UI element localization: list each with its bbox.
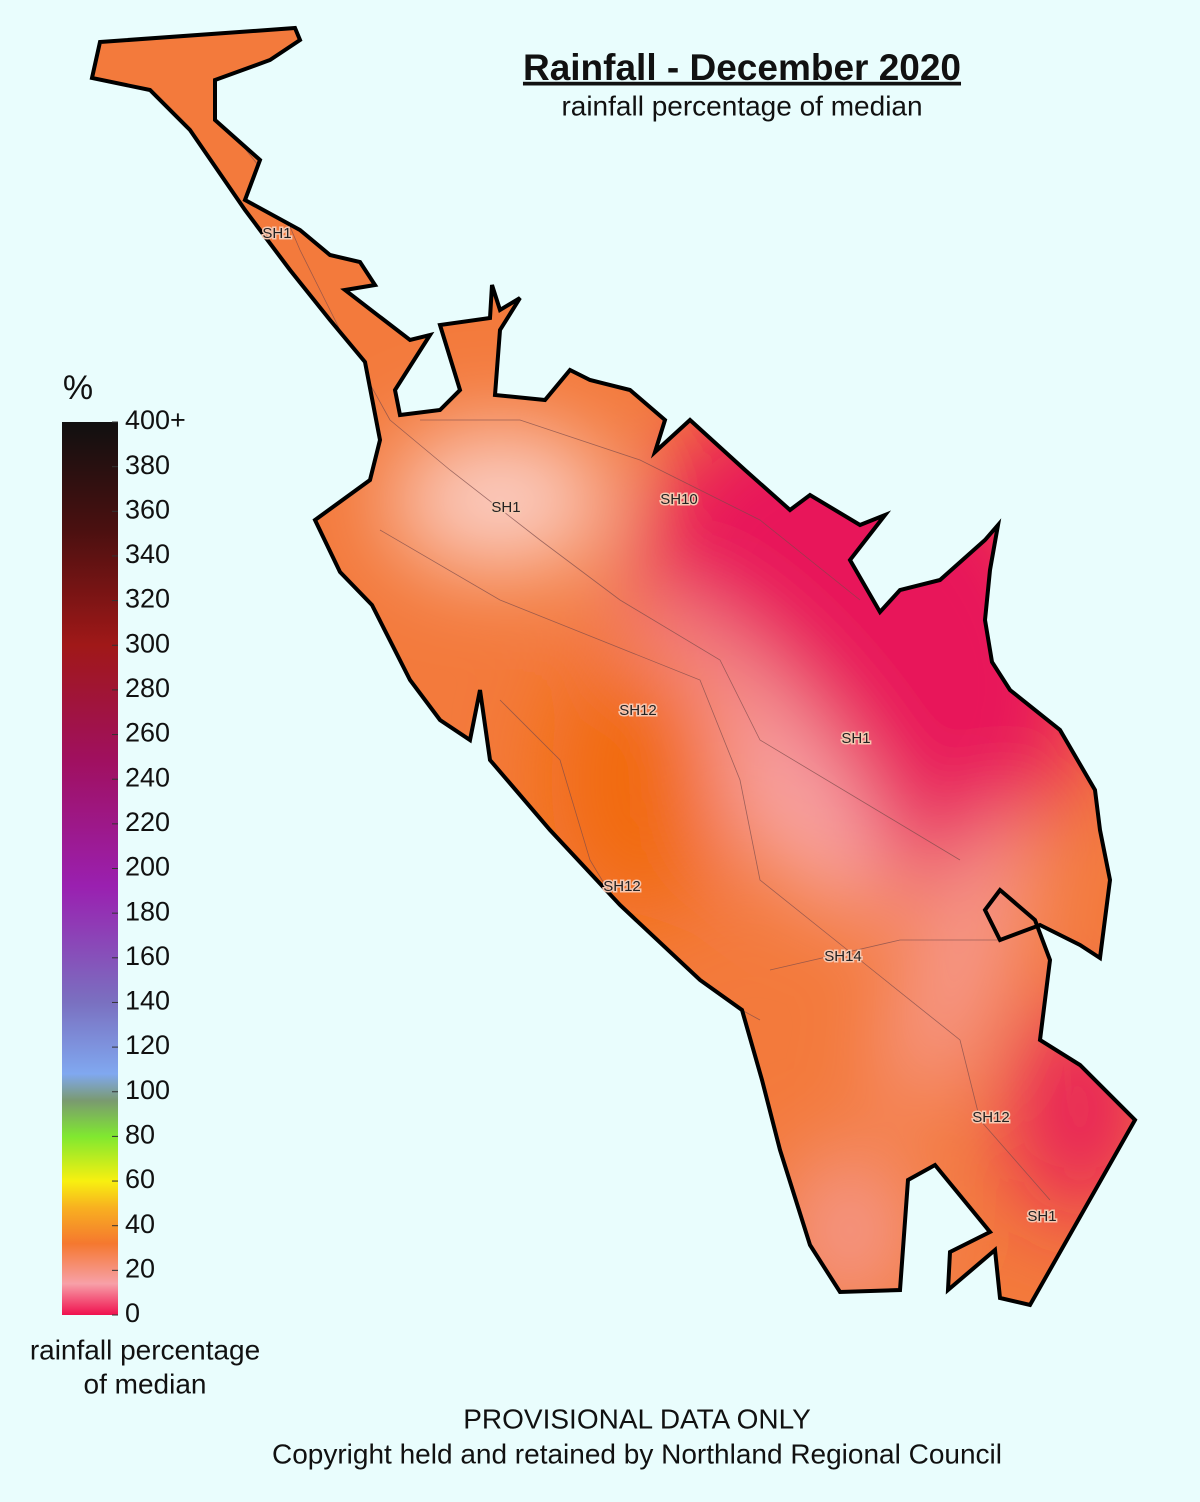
tick-label: 380	[125, 450, 170, 480]
tick-label: 200	[125, 852, 170, 882]
tick-label: 140	[125, 986, 170, 1016]
road-label: SH1	[491, 499, 520, 516]
tick-label: 40	[125, 1209, 155, 1239]
road-label: SH1	[262, 225, 291, 242]
tick-label: 220	[125, 807, 170, 837]
road-label: SH10	[660, 491, 698, 508]
colorbar	[62, 422, 118, 1315]
tick-label: 300	[125, 628, 170, 658]
road-labels: SH1 SH1 SH10 SH12 SH1 SH12 SH14 SH12 SH1	[261, 223, 1058, 1226]
title: Rainfall - December 2020	[523, 47, 961, 88]
legend-caption: of median	[84, 1368, 207, 1399]
road-label: SH12	[619, 702, 657, 719]
tick-label: 0	[125, 1298, 140, 1328]
subtitle: rainfall percentage of median	[561, 90, 922, 121]
legend-unit: %	[63, 369, 93, 407]
tick-label: 360	[125, 494, 170, 524]
tick-label: 160	[125, 941, 170, 971]
road-label: SH1	[841, 730, 870, 747]
tick-label: 240	[125, 762, 170, 792]
road-label: SH12	[603, 878, 641, 895]
tick-label: 400+	[125, 405, 186, 435]
legend-caption: rainfall percentage	[30, 1334, 260, 1365]
tick-label: 320	[125, 584, 170, 614]
road-label: SH14	[824, 948, 862, 965]
tick-label: 340	[125, 539, 170, 569]
notice: PROVISIONAL DATA ONLY	[463, 1403, 811, 1434]
tick-label: 60	[125, 1164, 155, 1194]
tick-label: 280	[125, 673, 170, 703]
road-label: SH12	[972, 1109, 1010, 1126]
road-label: SH1	[1027, 1208, 1056, 1225]
tick-label: 120	[125, 1030, 170, 1060]
tick-label: 260	[125, 718, 170, 748]
copyright: Copyright held and retained by Northland…	[272, 1438, 1002, 1469]
tick-label: 180	[125, 896, 170, 926]
tick-label: 20	[125, 1253, 155, 1283]
tick-label: 100	[125, 1075, 170, 1105]
tick-label: 80	[125, 1120, 155, 1150]
legend-ticks: 0 20 40 60 80 100 120 140 160 180 200 220 240 260 280 3…	[112, 405, 186, 1328]
